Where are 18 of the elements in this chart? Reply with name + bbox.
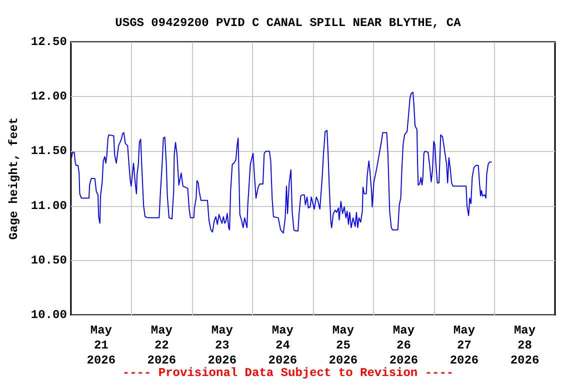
y-tick-label: 11.00 — [30, 198, 67, 213]
x-tick-label: May 25 2026 — [328, 324, 358, 368]
x-tick-label: May 28 2026 — [510, 324, 540, 368]
y-tick-label: 11.50 — [30, 144, 67, 158]
text: ---- Provisional Data Subject to Revision ---- — [122, 366, 454, 380]
x-tick-label: May 24 2026 — [268, 324, 298, 368]
x-tick-label: May 26 2026 — [389, 324, 418, 368]
y-axis-title: Gage height, feet — [7, 117, 21, 240]
y-tick-label: 12.00 — [30, 90, 67, 104]
line-series — [71, 92, 492, 234]
y-tick-label: 12.50 — [30, 35, 67, 49]
x-tick-label: May 21 2026 — [86, 324, 116, 368]
x-tick-label: May 22 2026 — [147, 324, 176, 368]
x-tick-label: May 23 2026 — [208, 324, 237, 368]
y-tick-label: 10.00 — [30, 308, 67, 322]
chart-title: USGS 09429200 PVID C CANAL SPILL NEAR BLYTHE, CA — [115, 16, 462, 30]
x-tick-label: May 27 2026 — [450, 324, 479, 368]
y-tick-label: 10.50 — [30, 253, 67, 268]
